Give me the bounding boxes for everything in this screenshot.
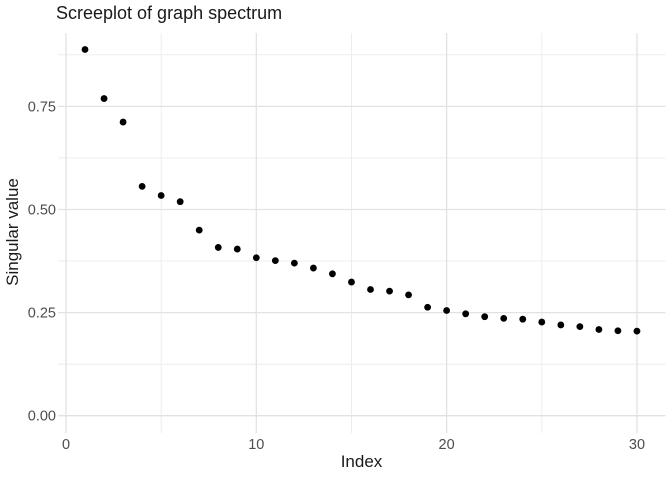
x-tick-label: 0 bbox=[62, 437, 70, 453]
data-point bbox=[633, 327, 641, 335]
x-axis-title: Index bbox=[340, 452, 383, 471]
data-point bbox=[157, 192, 165, 199]
data-point bbox=[443, 307, 451, 314]
data-point bbox=[557, 321, 565, 329]
data-point bbox=[176, 198, 184, 206]
data-point bbox=[252, 254, 260, 262]
data-point bbox=[233, 245, 241, 253]
data-point bbox=[310, 264, 317, 272]
data-point bbox=[614, 327, 622, 335]
data-point bbox=[386, 287, 393, 295]
data-point bbox=[138, 183, 146, 190]
data-point bbox=[348, 278, 355, 286]
data-point bbox=[329, 270, 336, 278]
y-tick-label: 0.25 bbox=[28, 306, 56, 322]
data-point bbox=[119, 118, 127, 126]
x-tick-label: 30 bbox=[629, 437, 645, 453]
data-point bbox=[595, 326, 603, 333]
data-point bbox=[100, 95, 108, 102]
y-axis-title: Singular value bbox=[3, 178, 22, 286]
data-point bbox=[195, 226, 203, 234]
data-point bbox=[271, 257, 279, 265]
data-point bbox=[81, 46, 89, 53]
x-tick-label: 20 bbox=[439, 437, 455, 453]
data-point bbox=[290, 259, 298, 267]
data-point bbox=[538, 318, 546, 326]
data-point bbox=[576, 323, 584, 331]
data-point bbox=[367, 286, 374, 293]
y-tick-label: 0.50 bbox=[28, 202, 56, 218]
data-point bbox=[214, 244, 222, 251]
y-tick-label: 0.75 bbox=[28, 99, 56, 115]
x-tick-label: 10 bbox=[248, 437, 264, 453]
data-point bbox=[405, 291, 412, 299]
data-point bbox=[519, 315, 527, 323]
data-point bbox=[424, 303, 432, 311]
y-tick-label: 0.00 bbox=[28, 409, 56, 425]
data-point bbox=[462, 310, 470, 318]
chart-title: Screeplot of graph spectrum bbox=[56, 3, 283, 23]
data-point bbox=[481, 313, 489, 321]
data-point bbox=[500, 314, 508, 322]
